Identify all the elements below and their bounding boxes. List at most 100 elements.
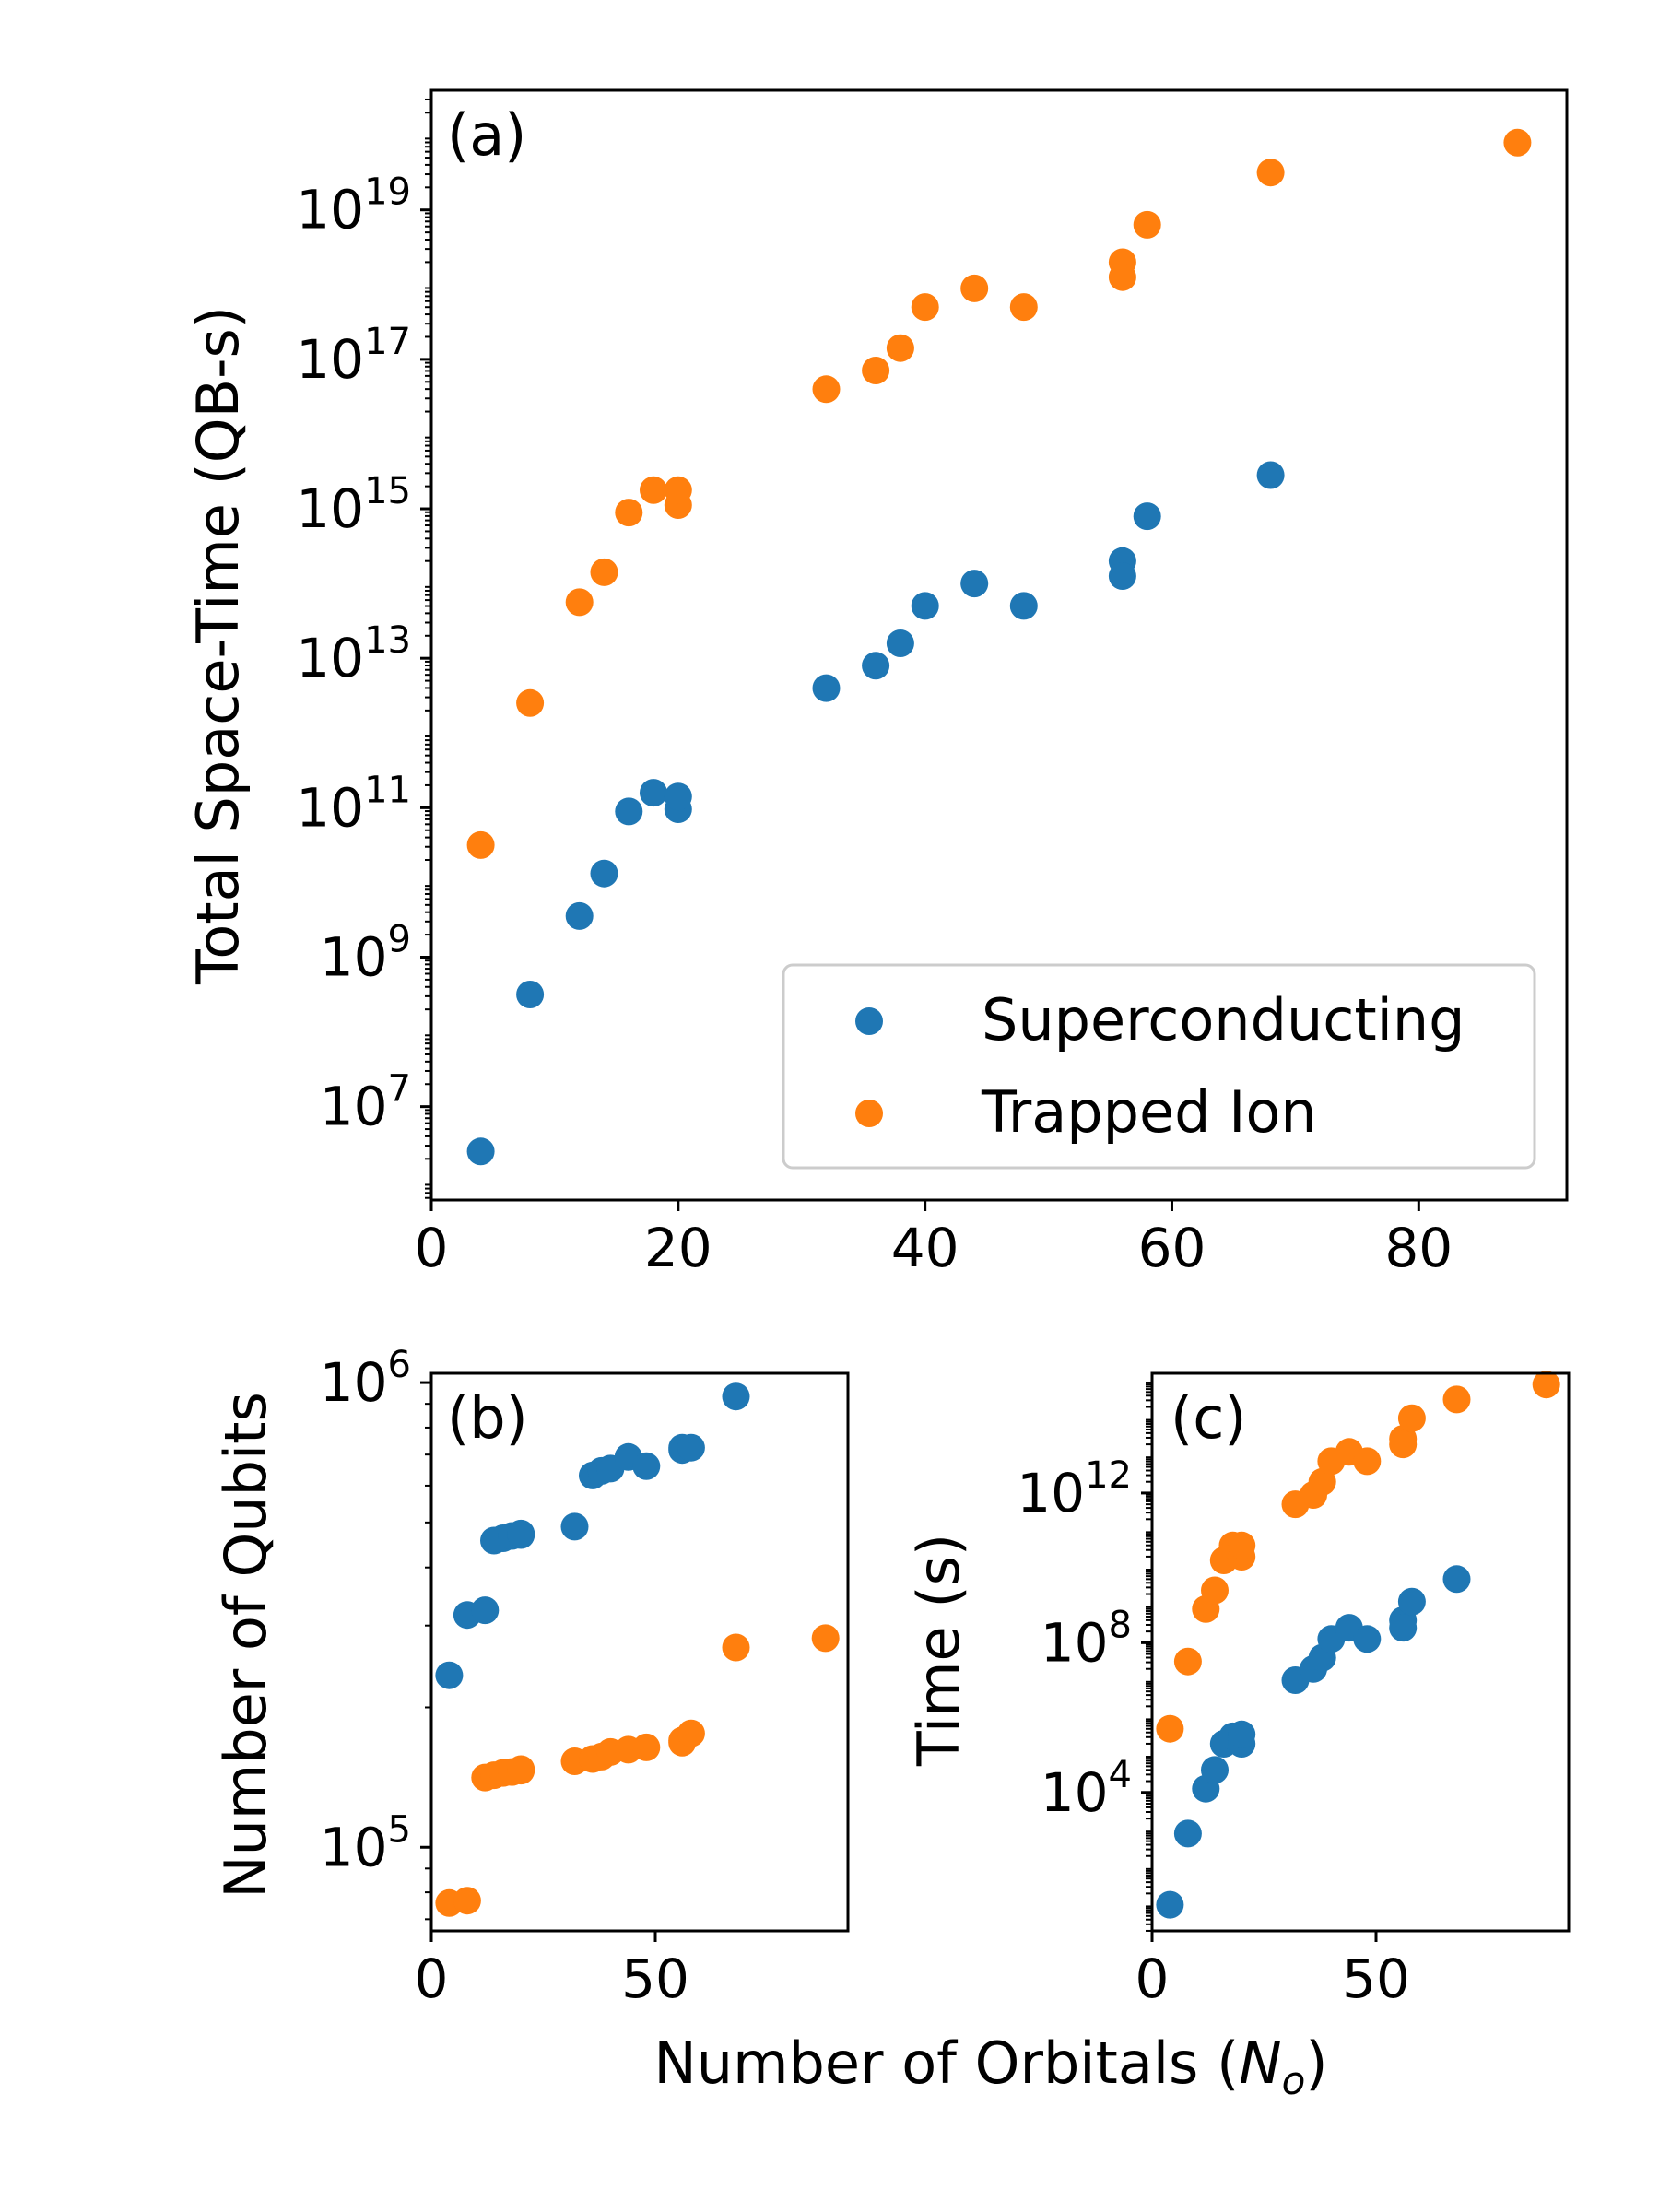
point-b-trapped-ion-7 [507, 1755, 535, 1783]
panel-a: 0 20 40 60 80 107 109 1011 1013 1015 1017 1019 (a)… [184, 88, 1569, 1279]
point-a-trapped-ion-13 [1009, 293, 1038, 322]
point-c-trapped-ion-18 [1532, 1371, 1560, 1399]
xtick-label-b-0: 0 [415, 1947, 449, 2010]
point-c-trapped-ion-10 [1308, 1467, 1336, 1496]
ytick-label-a-3: 1013 [296, 619, 411, 689]
point-a-trapped-ion-11 [911, 293, 939, 322]
point-a-superconducting-17 [1256, 461, 1285, 489]
point-a-trapped-ion-12 [960, 274, 989, 302]
point-c-trapped-ion-7 [1228, 1531, 1256, 1559]
xtick-label-a-0: 0 [415, 1217, 449, 1279]
point-a-trapped-ion-8 [812, 375, 841, 404]
point-a-superconducting-16 [1133, 502, 1161, 531]
point-c-superconducting-17 [1442, 1565, 1471, 1594]
point-a-trapped-ion-5 [640, 476, 667, 504]
point-a-trapped-ion-15 [1108, 263, 1136, 291]
xtick-label-a-1: 20 [644, 1217, 712, 1279]
point-a-trapped-ion-7 [664, 476, 692, 504]
panel-c-label: (c) [1171, 1384, 1246, 1452]
legend: Superconducting Trapped Ion [782, 963, 1536, 1170]
ytick-label-a-6: 1019 [296, 171, 411, 241]
xtick-label-a-4: 80 [1384, 1217, 1453, 1279]
panel-a-xticks: 0 20 40 60 80 [415, 1200, 1453, 1279]
point-a-superconducting-8 [812, 674, 841, 702]
point-a-superconducting-9 [862, 652, 890, 680]
xtick-label-a-3: 60 [1138, 1217, 1206, 1279]
point-b-trapped-ion-13 [632, 1733, 661, 1761]
point-b-trapped-ion-17 [722, 1633, 750, 1662]
point-c-trapped-ion-17 [1442, 1385, 1471, 1414]
point-c-superconducting-15 [1389, 1614, 1418, 1642]
ytick-label-c-1: 108 [1041, 1604, 1132, 1674]
point-c-superconducting-7 [1228, 1720, 1256, 1748]
ytick-label-a-2: 1011 [296, 769, 411, 839]
panel-c: 0 50 104 108 1012 (c) Time (s) [905, 1371, 1571, 2010]
point-b-superconducting-2 [471, 1596, 500, 1625]
ytick-label-a-4: 1015 [296, 470, 411, 540]
point-c-trapped-ion-0 [1156, 1714, 1184, 1743]
legend-box [782, 963, 1536, 1170]
ytick-label-a-0: 107 [320, 1068, 411, 1138]
point-b-trapped-ion-1 [453, 1887, 481, 1915]
xtick-label-c-0: 0 [1135, 1947, 1170, 2010]
xtick-label-c-1: 50 [1342, 1947, 1410, 2010]
point-b-superconducting-16 [677, 1433, 705, 1462]
legend-label-trapped-ion: Trapped Ion [981, 1078, 1317, 1146]
point-b-trapped-ion-18 [811, 1624, 840, 1653]
point-a-superconducting-0 [466, 1137, 495, 1166]
point-a-trapped-ion-1 [516, 688, 545, 717]
point-c-trapped-ion-15 [1389, 1430, 1418, 1459]
point-c-superconducting-16 [1397, 1587, 1426, 1616]
point-a-trapped-ion-17 [1256, 159, 1285, 187]
panel-a-yticks: 107 109 1011 1013 1015 1017 1019 [296, 98, 431, 1199]
point-a-superconducting-2 [565, 901, 594, 930]
panel-a-ylabel: Total Space-Time (QB-s) [184, 306, 252, 985]
point-a-superconducting-5 [640, 779, 667, 807]
panel-b: 0 50 105 106 (b) Number of Qubits [212, 1344, 850, 2010]
legend-marker-superconducting [855, 1007, 883, 1035]
point-c-superconducting-3 [1201, 1756, 1229, 1784]
panel-b-label: (b) [447, 1384, 528, 1452]
legend-marker-trapped-ion [855, 1100, 883, 1127]
point-a-trapped-ion-0 [466, 830, 495, 859]
point-a-superconducting-7 [664, 782, 692, 811]
point-c-trapped-ion-13 [1353, 1447, 1382, 1476]
point-b-trapped-ion-16 [677, 1719, 705, 1747]
ytick-label-b-1: 106 [320, 1344, 411, 1414]
point-a-trapped-ion-3 [590, 558, 618, 586]
point-b-superconducting-13 [632, 1452, 661, 1480]
panel-b-xticks: 0 50 [415, 1931, 689, 2010]
shared-xlabel: Number of Orbitals (No) [653, 2030, 1327, 2103]
shared-xlabel-subscript: o [1282, 2058, 1306, 2103]
point-a-superconducting-3 [590, 859, 618, 888]
panel-b-yticks: 105 106 [320, 1344, 431, 1921]
panel-b-points [435, 1382, 840, 1917]
point-c-superconducting-0 [1156, 1890, 1184, 1919]
point-a-superconducting-10 [886, 629, 914, 657]
point-b-superconducting-17 [722, 1382, 750, 1411]
ytick-label-c-2: 1012 [1017, 1454, 1132, 1524]
point-b-superconducting-7 [507, 1519, 535, 1547]
xtick-label-a-2: 40 [891, 1217, 959, 1279]
shared-xlabel-symbol: N [1239, 2030, 1281, 2097]
ytick-label-c-0: 104 [1041, 1754, 1132, 1824]
ytick-label-a-5: 1017 [296, 321, 411, 391]
point-a-trapped-ion-2 [565, 588, 594, 617]
ytick-label-a-1: 109 [320, 918, 411, 988]
panel-a-label: (a) [447, 101, 526, 169]
panel-a-frame [429, 88, 1569, 1202]
point-a-trapped-ion-4 [615, 499, 643, 527]
legend-label-superconducting: Superconducting [982, 986, 1465, 1053]
panel-b-frame [429, 1371, 850, 1933]
point-b-superconducting-8 [560, 1512, 589, 1541]
panel-a-points [466, 128, 1532, 1166]
point-a-trapped-ion-9 [862, 357, 890, 384]
shared-xlabel-text: Number of Orbitals ( [653, 2030, 1239, 2097]
ytick-label-b-0: 105 [320, 1808, 411, 1878]
point-c-superconducting-13 [1353, 1625, 1382, 1653]
shared-xlabel-close: ) [1305, 2030, 1327, 2097]
point-a-trapped-ion-18 [1503, 128, 1532, 157]
point-a-superconducting-4 [615, 797, 643, 826]
point-c-superconducting-1 [1173, 1819, 1202, 1848]
point-a-trapped-ion-10 [886, 334, 914, 362]
